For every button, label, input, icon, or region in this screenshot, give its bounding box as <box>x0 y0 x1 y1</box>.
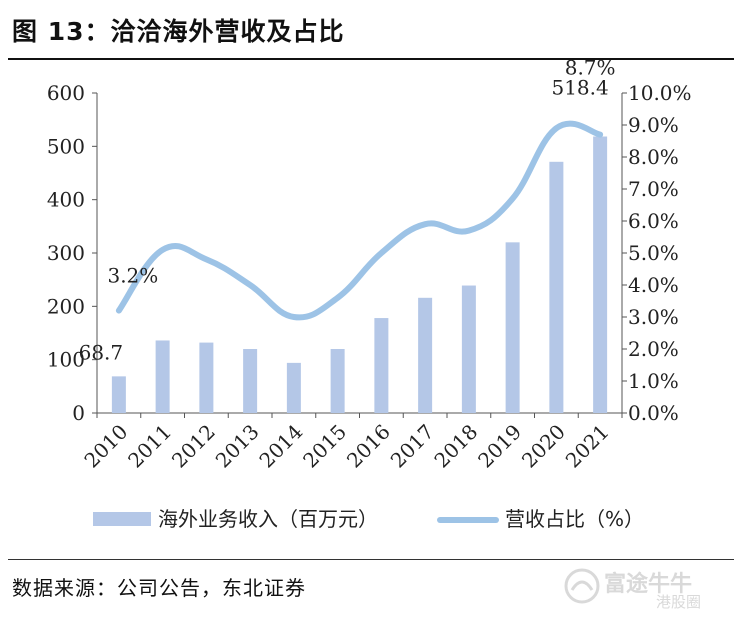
x-tick-label: 2015 <box>298 420 351 473</box>
bar <box>111 376 126 413</box>
bar-series <box>111 136 608 413</box>
right-tick-label: 1.0% <box>628 369 679 393</box>
watermark: 富途牛牛 港股圈 <box>560 564 730 612</box>
legend-swatch-bar <box>93 512 151 526</box>
x-tick-label: 2018 <box>429 420 482 473</box>
bar <box>418 297 433 413</box>
bar <box>374 318 389 413</box>
share-line <box>115 120 604 321</box>
right-tick-label: 8.0% <box>628 145 679 169</box>
left-tick-label: 300 <box>47 241 85 265</box>
line-point <box>424 223 426 225</box>
x-tick-label: 2012 <box>167 420 220 473</box>
x-tick-label: 2021 <box>561 420 614 473</box>
line-point <box>249 284 251 286</box>
legend-label-bar: 海外业务收入（百万元） <box>158 507 378 531</box>
bar <box>505 242 520 413</box>
bar <box>461 285 476 413</box>
source-note: 数据来源：公司公告，东北证券 <box>12 576 306 600</box>
left-tick-label: 500 <box>47 134 85 158</box>
bar <box>330 349 345 413</box>
bar <box>155 340 170 413</box>
figure-title: 图 13：洽洽海外营收及占比 <box>12 17 345 46</box>
x-tick-label: 2014 <box>254 420 307 473</box>
left-tick-label: 100 <box>47 348 85 372</box>
data-label: 518.4 <box>551 76 608 100</box>
source-rule <box>8 559 734 560</box>
line-point <box>555 127 557 129</box>
left-tick-label: 0 <box>72 401 85 425</box>
left-tick-label: 200 <box>47 294 85 318</box>
right-tick-label: 3.0% <box>628 305 679 329</box>
line-point <box>118 310 120 312</box>
right-tick-label: 10.0% <box>628 81 692 105</box>
line-point <box>599 134 601 136</box>
bar <box>549 161 564 413</box>
x-tick-label: 2013 <box>211 420 264 473</box>
line-point <box>512 198 514 200</box>
line-point <box>205 258 207 260</box>
watermark-sub: 港股圈 <box>656 593 702 611</box>
data-label: 3.2% <box>107 264 158 288</box>
data-labels: 68.7 518.4 3.2% 8.7% <box>79 60 616 364</box>
right-tick-label: 9.0% <box>628 113 679 137</box>
watermark-brand: 富途牛牛 <box>604 572 693 597</box>
bar <box>593 136 608 413</box>
right-tick-label: 4.0% <box>628 273 679 297</box>
data-label: 68.7 <box>79 340 124 364</box>
x-tick-label: 2017 <box>386 420 439 473</box>
line-series <box>115 120 604 321</box>
bar <box>199 342 214 413</box>
data-label: 8.7% <box>565 60 616 80</box>
right-tick-label: 7.0% <box>628 177 679 201</box>
line-point <box>337 297 339 299</box>
watermark-logo-icon <box>564 568 600 604</box>
x-tick-label: 2016 <box>342 420 395 473</box>
x-tick-label: 2010 <box>79 420 132 473</box>
left-tick-label: 600 <box>47 81 85 105</box>
left-tick-label: 400 <box>47 188 85 212</box>
line-point <box>293 316 295 318</box>
title-rule <box>8 58 734 60</box>
legend: 海外业务收入（百万元） 营收占比（%） <box>93 507 644 531</box>
right-tick-label: 5.0% <box>628 241 679 265</box>
line-point <box>380 252 382 254</box>
right-tick-label: 6.0% <box>628 209 679 233</box>
line-point <box>162 249 164 251</box>
right-tick-label: 0.0% <box>628 401 679 425</box>
right-tick-label: 2.0% <box>628 337 679 361</box>
chart: 0 100 200 300 400 500 600 0.0% 1.0% 2.0% 3.0% 4.0% 5… <box>47 60 692 531</box>
legend-label-line: 营收占比（%） <box>505 507 644 531</box>
line-point <box>468 230 470 232</box>
x-tick-label: 2011 <box>123 420 176 473</box>
bar <box>243 349 258 413</box>
bar <box>286 362 301 413</box>
x-tick-label: 2019 <box>473 420 526 473</box>
x-tick-label: 2020 <box>517 420 570 473</box>
